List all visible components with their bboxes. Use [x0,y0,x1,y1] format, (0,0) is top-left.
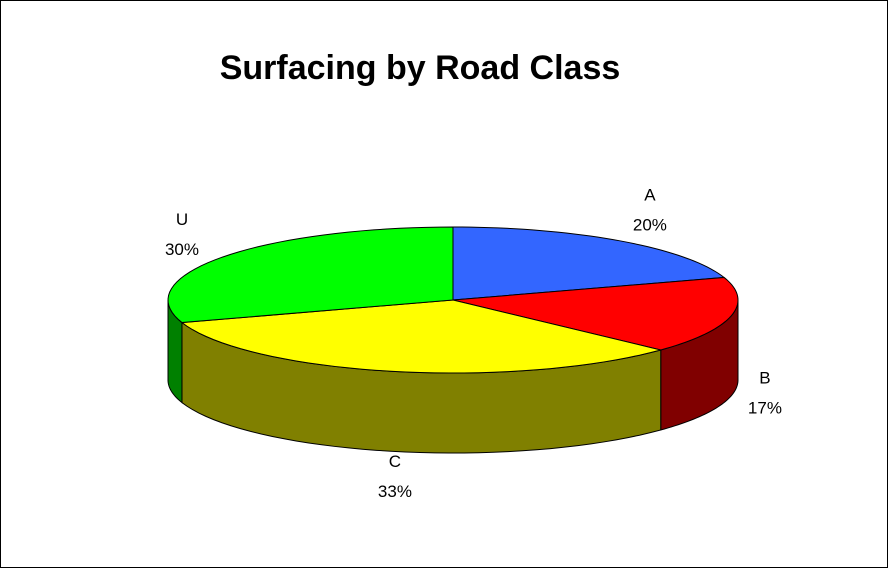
slice-value-label: 30% [165,240,199,259]
slice [180,299,661,374]
slice-label: C [389,452,401,471]
slice-value-label: 33% [378,482,412,501]
slice-label: B [759,368,770,387]
slice-label: U [176,210,188,229]
slice-label: A [644,185,656,204]
slice [452,226,726,301]
chart-title: Surfacing by Road Class [220,49,621,87]
slice [167,226,454,324]
slice-value-label: 17% [748,398,782,417]
slice-value-label: 20% [633,215,667,234]
slice [452,276,739,351]
